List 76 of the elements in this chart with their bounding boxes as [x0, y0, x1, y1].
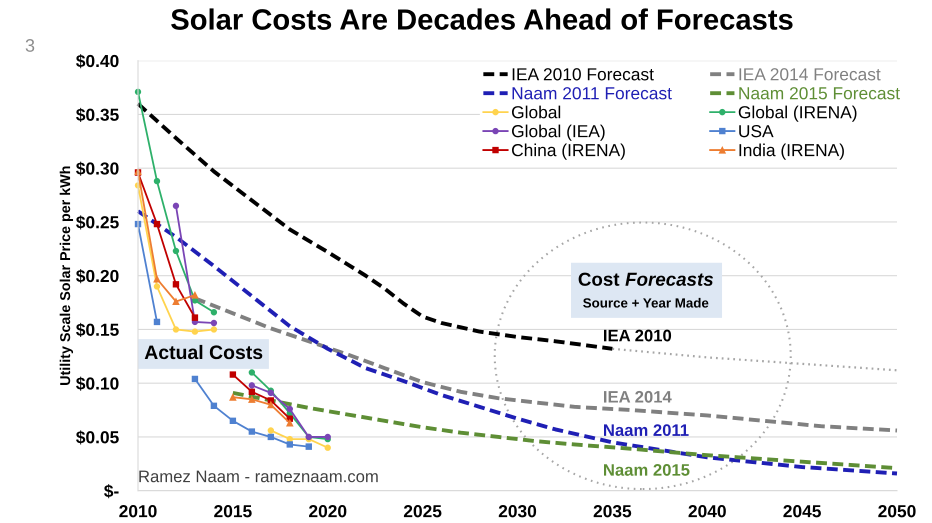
x-tick-label: 2030	[498, 505, 536, 518]
annotation: Cost Forecasts	[578, 272, 714, 286]
point	[192, 376, 198, 382]
point	[248, 382, 256, 389]
point	[268, 390, 274, 396]
point	[154, 220, 160, 228]
y-tick-label: $0.35	[76, 108, 119, 122]
point	[248, 428, 256, 435]
point	[172, 248, 180, 254]
annotation: IEA 2010	[604, 330, 672, 342]
annotation: IEA 2014	[604, 390, 672, 403]
annotation: Actual Costs	[144, 344, 262, 360]
y-tick-label: $0.15	[76, 322, 119, 338]
point	[154, 318, 160, 326]
point	[210, 402, 218, 409]
x-tick-label: 2045	[783, 505, 821, 518]
x-tick-label: 2010	[119, 505, 157, 518]
point	[172, 281, 180, 288]
y-tick-label: $0.30	[76, 162, 119, 176]
annotation: Naam 2015	[604, 464, 690, 476]
y-tick-label: $0.40	[76, 54, 119, 68]
point	[267, 401, 274, 408]
y-tick-label: $0.25	[76, 215, 119, 230]
point	[306, 443, 312, 450]
point	[286, 406, 293, 412]
point	[172, 202, 180, 210]
legend-label: India (IRENA)	[740, 144, 844, 160]
x-tick-label: 2035	[594, 505, 632, 518]
point	[286, 419, 294, 427]
chart-title: Solar Costs Are Decades Ahead of Forecasts	[171, 8, 793, 30]
legend-label: Global (IEA)	[512, 124, 605, 141]
legend-label: IEA 2014 Forecast	[740, 68, 881, 80]
annotation: Ramez Naam - rameznaam.com	[139, 470, 378, 482]
x-tick-label: 2025	[404, 505, 442, 518]
point	[230, 418, 236, 424]
point	[268, 397, 274, 404]
legend-label: Naam 2015 Forecast	[739, 87, 900, 100]
point	[153, 275, 161, 282]
point	[324, 444, 331, 451]
point	[230, 371, 236, 378]
text: 3	[26, 39, 34, 52]
point	[248, 388, 256, 395]
y-tick-label: $0.20	[76, 269, 119, 284]
y-tick-label: $0.05	[76, 430, 119, 445]
point	[172, 326, 180, 333]
legend-label: Global	[512, 106, 560, 118]
x-tick-label: 2020	[309, 505, 346, 518]
legend-label: China (IRENA)	[512, 144, 625, 160]
point	[154, 178, 160, 184]
annotation: Naam 2011	[604, 424, 689, 436]
y-axis-title: Utility Scale Solar Price per kWh	[60, 166, 74, 385]
point	[192, 314, 198, 321]
legend-label: USA	[739, 125, 774, 138]
legend-label: Global (IRENA)	[738, 106, 856, 122]
point	[191, 292, 198, 299]
point	[248, 369, 256, 376]
point	[286, 441, 293, 448]
y-tick-label: $-	[104, 484, 119, 498]
point	[286, 436, 293, 442]
point	[192, 328, 198, 335]
y-tick-label: $0.10	[76, 376, 119, 391]
point	[268, 427, 274, 434]
point	[210, 309, 218, 316]
legend-label: Naam 2011 Forecast	[512, 87, 672, 100]
annotation: Source + Year Made	[583, 298, 708, 308]
x-tick-label: 2040	[688, 505, 726, 518]
point	[248, 396, 256, 403]
point	[268, 434, 274, 440]
x-tick-label: 2015	[214, 505, 252, 518]
point	[154, 283, 160, 290]
point	[210, 320, 218, 326]
point	[172, 298, 180, 306]
point	[229, 394, 236, 401]
x-tick-label: 2050	[878, 505, 916, 518]
point	[210, 326, 218, 333]
legend-label: IEA 2010 Forecast	[512, 68, 654, 80]
